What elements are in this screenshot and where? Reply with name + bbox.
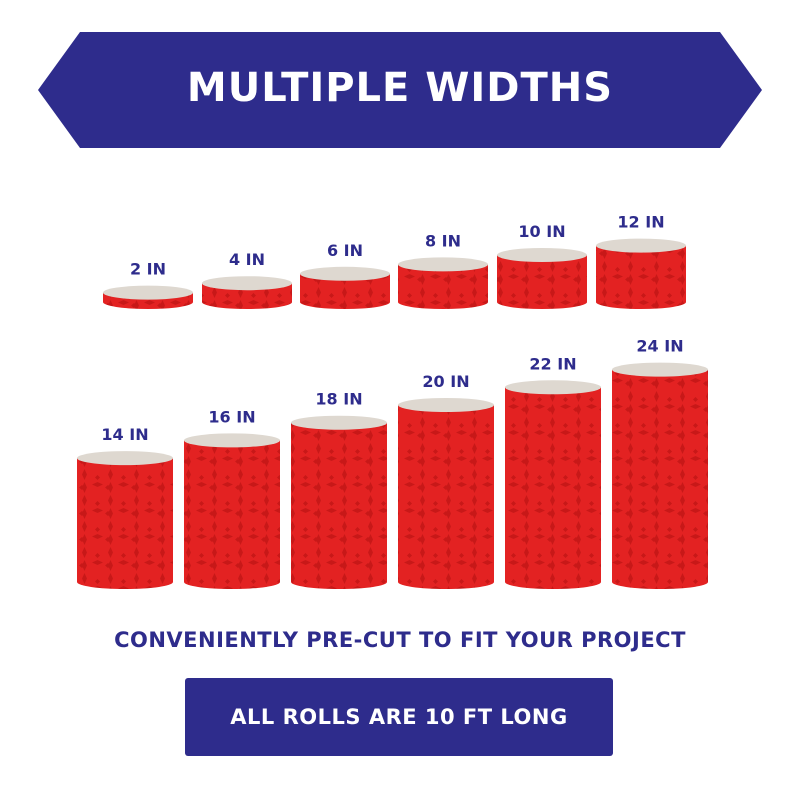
- roll-body: [291, 422, 387, 589]
- roll-width-label: 24 IN: [636, 337, 683, 356]
- tape-roll: 8 IN: [398, 231, 488, 309]
- roll-width-label: 10 IN: [518, 222, 565, 241]
- roll-width-label: 8 IN: [425, 231, 461, 250]
- roll-body: [202, 283, 292, 309]
- tape-roll: 18 IN: [291, 390, 387, 589]
- roll-body: [505, 387, 601, 589]
- roll-width-label: 18 IN: [315, 390, 362, 409]
- roll-width-label: 4 IN: [229, 250, 265, 269]
- roll-width-label: 16 IN: [208, 407, 255, 426]
- length-info-text: ALL ROLLS ARE 10 FT LONG: [230, 705, 568, 729]
- roll-body: [300, 273, 390, 309]
- tape-roll: 24 IN: [612, 337, 708, 589]
- roll-body: [497, 255, 587, 309]
- tape-roll: 4 IN: [202, 250, 292, 309]
- tape-roll: 20 IN: [398, 372, 494, 589]
- roll-top: [202, 276, 292, 291]
- roll-top: [398, 398, 494, 412]
- banner-arrow-shape: [38, 32, 762, 148]
- tape-roll: 2 IN: [103, 260, 193, 309]
- tape-roll: 16 IN: [184, 407, 280, 589]
- roll-width-label: 12 IN: [617, 213, 664, 232]
- title-banner: [38, 32, 762, 148]
- roll-width-label: 20 IN: [422, 372, 469, 391]
- tape-roll: 6 IN: [300, 241, 390, 309]
- length-info-box: ALL ROLLS ARE 10 FT LONG: [185, 678, 613, 756]
- tape-roll: 22 IN: [505, 354, 601, 589]
- roll-top: [497, 248, 587, 262]
- roll-top: [77, 451, 173, 466]
- roll-body: [398, 405, 494, 589]
- roll-body: [612, 369, 708, 589]
- roll-top: [505, 380, 601, 395]
- roll-width-label: 14 IN: [101, 425, 148, 444]
- tape-roll: 10 IN: [497, 222, 587, 309]
- roll-body: [596, 245, 686, 309]
- roll-top: [184, 433, 280, 448]
- roll-width-label: 22 IN: [529, 354, 576, 373]
- roll-top: [291, 415, 387, 430]
- roll-body: [184, 440, 280, 589]
- rolls-illustration: 2 IN 4 IN 6 IN 8 IN 10 IN 12 IN 14 IN 16 IN 18 I…: [77, 213, 708, 589]
- roll-body: [398, 264, 488, 309]
- roll-body: [77, 458, 173, 589]
- roll-top: [612, 362, 708, 377]
- roll-top: [398, 257, 488, 272]
- tape-roll: 14 IN: [77, 425, 173, 589]
- roll-top: [300, 266, 390, 281]
- tagline: CONVENIENTLY PRE-CUT TO FIT YOUR PROJECT: [114, 628, 686, 652]
- roll-width-label: 2 IN: [130, 260, 166, 279]
- tape-roll: 12 IN: [596, 213, 686, 309]
- roll-top: [103, 285, 193, 300]
- banner-title: MULTIPLE WIDTHS: [186, 65, 614, 111]
- roll-top: [596, 238, 686, 253]
- roll-width-label: 6 IN: [327, 241, 363, 260]
